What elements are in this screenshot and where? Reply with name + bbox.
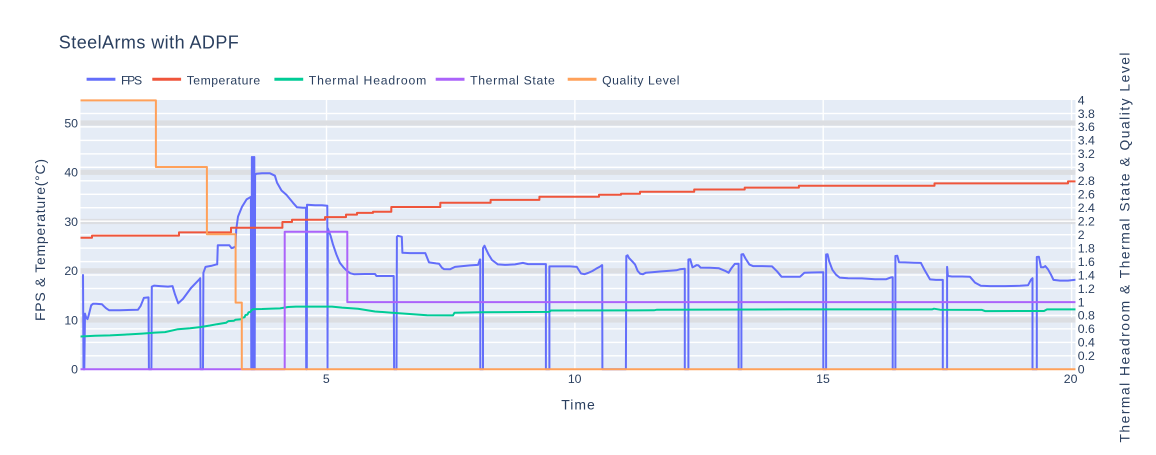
- svg-text:40: 40: [64, 166, 78, 180]
- svg-text:1.6: 1.6: [1078, 255, 1095, 269]
- svg-text:0.8: 0.8: [1078, 309, 1095, 323]
- svg-text:Thermal Headroom: Thermal Headroom: [309, 74, 427, 88]
- svg-text:Quality Level: Quality Level: [602, 74, 679, 88]
- svg-text:0: 0: [71, 363, 78, 377]
- svg-text:FPS: FPS: [121, 74, 142, 88]
- svg-text:3.2: 3.2: [1078, 147, 1095, 161]
- svg-text:50: 50: [64, 116, 78, 130]
- svg-text:Thermal Headroom & Thermal Sta: Thermal Headroom & Thermal State & Quali…: [1117, 53, 1132, 443]
- svg-text:10: 10: [568, 372, 582, 386]
- svg-text:1.4: 1.4: [1078, 268, 1095, 282]
- svg-text:0.2: 0.2: [1078, 349, 1095, 363]
- svg-text:Temperature: Temperature: [187, 74, 261, 88]
- svg-text:30: 30: [64, 215, 78, 229]
- svg-text:3.4: 3.4: [1078, 134, 1095, 148]
- svg-text:2: 2: [1078, 228, 1085, 242]
- svg-text:SteelArms with ADPF: SteelArms with ADPF: [59, 32, 239, 52]
- svg-text:0.4: 0.4: [1078, 336, 1095, 350]
- svg-text:2.8: 2.8: [1078, 174, 1095, 188]
- svg-text:FPS & Temperature(°C): FPS & Temperature(°C): [32, 159, 48, 321]
- svg-text:10: 10: [64, 313, 78, 327]
- svg-text:0: 0: [1078, 363, 1085, 377]
- svg-text:1.8: 1.8: [1078, 241, 1095, 255]
- svg-text:5: 5: [323, 372, 330, 386]
- svg-text:15: 15: [816, 372, 830, 386]
- svg-text:0.6: 0.6: [1078, 322, 1095, 336]
- svg-text:2.4: 2.4: [1078, 201, 1095, 215]
- svg-text:Thermal State: Thermal State: [470, 74, 555, 88]
- svg-text:3: 3: [1078, 161, 1085, 175]
- svg-text:2.6: 2.6: [1078, 188, 1095, 202]
- svg-text:4: 4: [1078, 93, 1085, 107]
- svg-text:20: 20: [1064, 372, 1078, 386]
- svg-text:1: 1: [1078, 295, 1085, 309]
- svg-text:20: 20: [64, 264, 78, 278]
- svg-text:3.8: 3.8: [1078, 107, 1095, 121]
- svg-text:2.2: 2.2: [1078, 215, 1095, 229]
- svg-text:Time: Time: [561, 397, 595, 413]
- svg-text:1.2: 1.2: [1078, 282, 1095, 296]
- svg-text:3.6: 3.6: [1078, 120, 1095, 134]
